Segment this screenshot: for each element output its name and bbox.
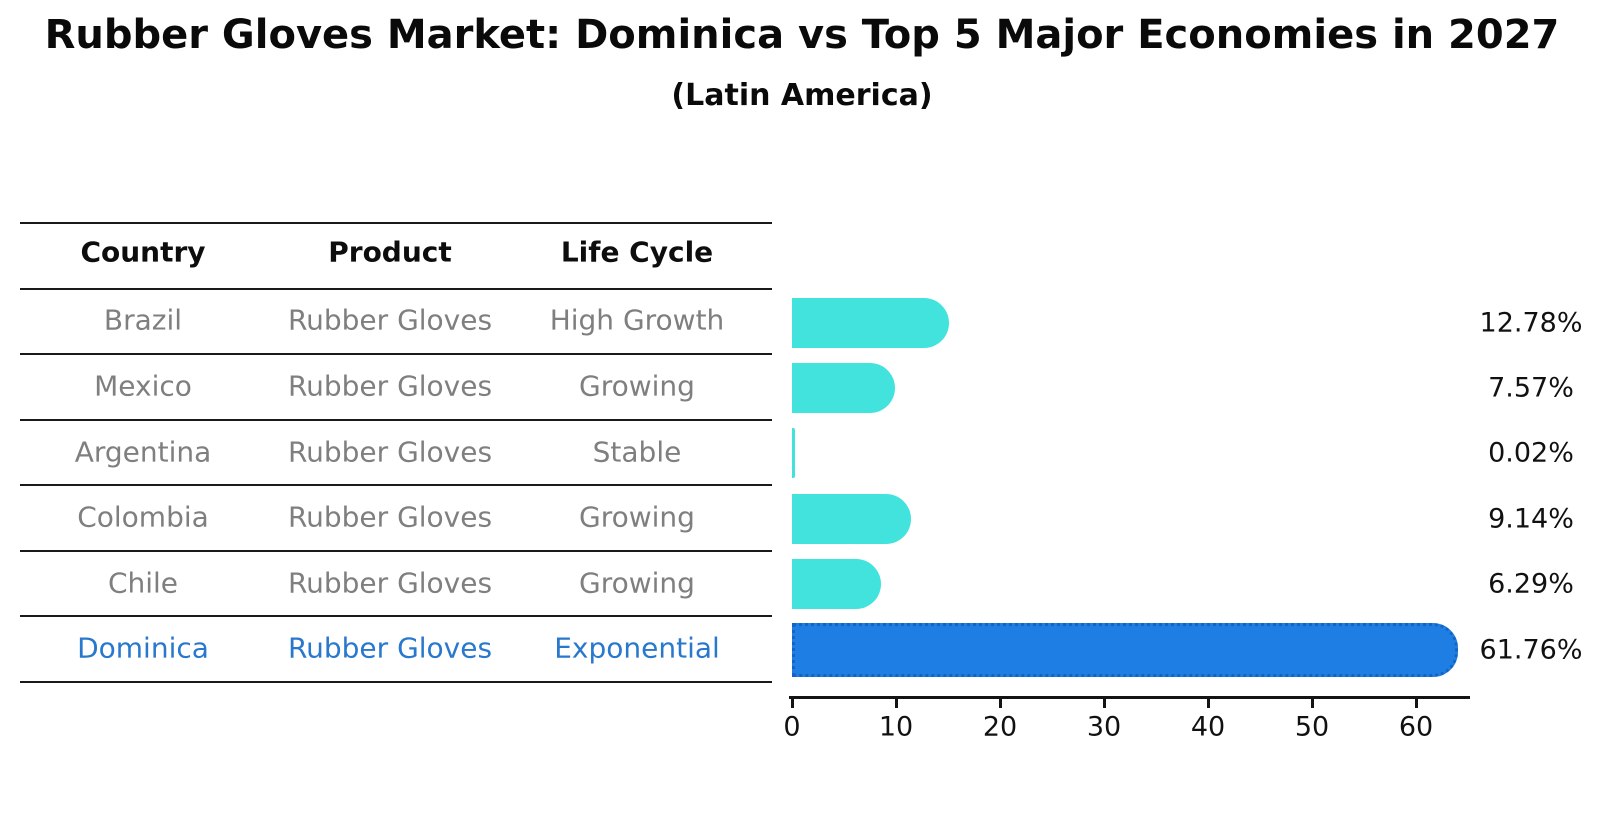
table-cell: Brazil xyxy=(103,303,183,337)
x-axis-tick xyxy=(998,699,1002,708)
x-axis-tick-label: 0 xyxy=(783,711,801,743)
table-row-rule xyxy=(20,288,772,290)
table-cell: Growing xyxy=(579,369,695,403)
x-axis-tick xyxy=(1414,699,1418,708)
table-cell: Colombia xyxy=(77,500,209,534)
bar-value-label: 7.57% xyxy=(1488,372,1574,404)
table-cell: Rubber Gloves xyxy=(287,435,493,469)
bar-argentina xyxy=(792,428,795,478)
bar-brazil xyxy=(792,298,949,348)
bar-chile xyxy=(792,559,882,609)
table-cell: Growing xyxy=(579,500,695,534)
table-header-life-cycle: Life Cycle xyxy=(560,235,714,269)
table-bottom-rule xyxy=(20,681,772,683)
table-cell: Chile xyxy=(107,566,179,600)
table-cell: Argentina xyxy=(74,435,212,469)
table-cell: Rubber Gloves xyxy=(287,303,493,337)
table-row-rule xyxy=(20,550,772,552)
x-axis-tick xyxy=(790,699,794,708)
bar-mexico xyxy=(792,363,895,413)
table-row-rule xyxy=(20,419,772,421)
x-axis-line xyxy=(789,696,1470,699)
table-cell: Mexico xyxy=(94,369,192,403)
x-axis-tick-label: 30 xyxy=(1086,711,1122,743)
table-header-country: Country xyxy=(80,235,206,269)
table-cell: Stable xyxy=(592,435,682,469)
table-cell: Rubber Gloves xyxy=(287,631,493,665)
table-row-rule xyxy=(20,484,772,486)
x-axis-tick-label: 50 xyxy=(1294,711,1330,743)
chart-subtitle: (Latin America) xyxy=(671,78,933,113)
bar-value-label: 6.29% xyxy=(1488,568,1574,600)
table-cell: Rubber Gloves xyxy=(287,500,493,534)
x-axis-tick-label: 10 xyxy=(878,711,914,743)
table-top-rule xyxy=(20,222,772,224)
table-cell: Growing xyxy=(579,566,695,600)
bar-value-label: 9.14% xyxy=(1488,503,1574,535)
x-axis-tick xyxy=(894,699,898,708)
bar-value-label: 12.78% xyxy=(1479,307,1583,339)
table-row-rule xyxy=(20,353,772,355)
table-row-rule xyxy=(20,615,772,617)
bar-dominica xyxy=(792,623,1459,677)
x-axis-tick-label: 40 xyxy=(1190,711,1226,743)
table-cell: Exponential xyxy=(554,631,720,665)
x-axis-tick-label: 60 xyxy=(1398,711,1434,743)
x-axis-tick-label: 20 xyxy=(982,711,1018,743)
table-cell: Dominica xyxy=(77,631,209,665)
chart-title: Rubber Gloves Market: Dominica vs Top 5 … xyxy=(44,12,1560,58)
table-cell: High Growth xyxy=(549,303,725,337)
table-cell: Rubber Gloves xyxy=(287,369,493,403)
table-cell: Rubber Gloves xyxy=(287,566,493,600)
x-axis-tick xyxy=(1102,699,1106,708)
bar-value-label: 61.76% xyxy=(1479,634,1583,666)
x-axis-tick xyxy=(1310,699,1314,708)
x-axis-tick xyxy=(1206,699,1210,708)
bar-colombia xyxy=(792,494,912,544)
table-header-product: Product xyxy=(328,235,452,269)
bar-value-label: 0.02% xyxy=(1488,437,1574,469)
